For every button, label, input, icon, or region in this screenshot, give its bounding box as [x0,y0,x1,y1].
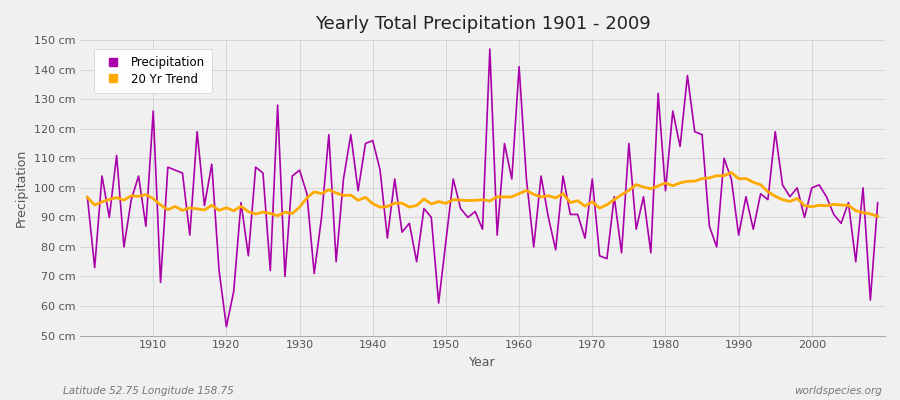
Text: Latitude 52.75 Longitude 158.75: Latitude 52.75 Longitude 158.75 [63,386,234,396]
Title: Yearly Total Precipitation 1901 - 2009: Yearly Total Precipitation 1901 - 2009 [315,15,651,33]
Y-axis label: Precipitation: Precipitation [15,149,28,227]
X-axis label: Year: Year [469,356,496,369]
Text: worldspecies.org: worldspecies.org [794,386,882,396]
Legend: Precipitation, 20 Yr Trend: Precipitation, 20 Yr Trend [94,49,212,93]
